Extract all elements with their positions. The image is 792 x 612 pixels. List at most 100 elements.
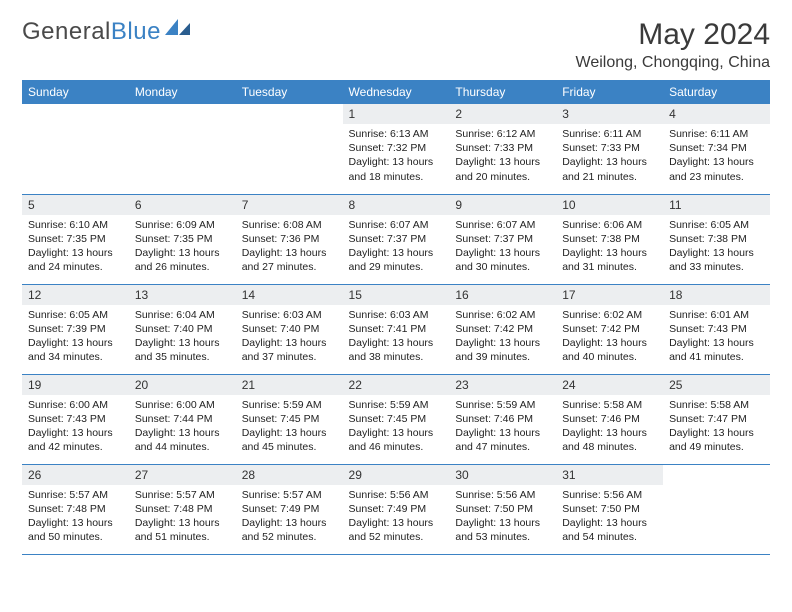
day-cell: 13Sunrise: 6:04 AMSunset: 7:40 PMDayligh…: [129, 284, 236, 374]
day-number: 21: [236, 375, 343, 395]
day-number: 8: [343, 195, 450, 215]
day-details: Sunrise: 6:06 AMSunset: 7:38 PMDaylight:…: [556, 215, 663, 281]
day-number: 20: [129, 375, 236, 395]
day-number: 3: [556, 104, 663, 124]
day-cell: 19Sunrise: 6:00 AMSunset: 7:43 PMDayligh…: [22, 374, 129, 464]
empty-cell: [129, 104, 236, 194]
day-number: 26: [22, 465, 129, 485]
day-details: Sunrise: 5:56 AMSunset: 7:50 PMDaylight:…: [556, 485, 663, 551]
day-details: Sunrise: 6:07 AMSunset: 7:37 PMDaylight:…: [449, 215, 556, 281]
day-cell: 9Sunrise: 6:07 AMSunset: 7:37 PMDaylight…: [449, 194, 556, 284]
day-cell: 28Sunrise: 5:57 AMSunset: 7:49 PMDayligh…: [236, 464, 343, 554]
month-title: May 2024: [576, 18, 771, 52]
day-number: 15: [343, 285, 450, 305]
location-subtitle: Weilong, Chongqing, China: [576, 54, 771, 72]
day-cell: 10Sunrise: 6:06 AMSunset: 7:38 PMDayligh…: [556, 194, 663, 284]
day-number: 23: [449, 375, 556, 395]
day-cell: 27Sunrise: 5:57 AMSunset: 7:48 PMDayligh…: [129, 464, 236, 554]
day-cell: 11Sunrise: 6:05 AMSunset: 7:38 PMDayligh…: [663, 194, 770, 284]
day-number: 18: [663, 285, 770, 305]
day-details: Sunrise: 6:10 AMSunset: 7:35 PMDaylight:…: [22, 215, 129, 281]
day-number: 19: [22, 375, 129, 395]
empty-cell: [22, 104, 129, 194]
day-cell: 8Sunrise: 6:07 AMSunset: 7:37 PMDaylight…: [343, 194, 450, 284]
day-cell: 24Sunrise: 5:58 AMSunset: 7:46 PMDayligh…: [556, 374, 663, 464]
day-number: 24: [556, 375, 663, 395]
day-details: Sunrise: 6:00 AMSunset: 7:43 PMDaylight:…: [22, 395, 129, 461]
day-details: Sunrise: 6:02 AMSunset: 7:42 PMDaylight:…: [449, 305, 556, 371]
day-cell: 23Sunrise: 5:59 AMSunset: 7:46 PMDayligh…: [449, 374, 556, 464]
day-details: Sunrise: 5:59 AMSunset: 7:46 PMDaylight:…: [449, 395, 556, 461]
dayname-header: Thursday: [449, 80, 556, 104]
day-number: 11: [663, 195, 770, 215]
week-row: 1Sunrise: 6:13 AMSunset: 7:32 PMDaylight…: [22, 104, 770, 194]
day-number: 10: [556, 195, 663, 215]
day-cell: 4Sunrise: 6:11 AMSunset: 7:34 PMDaylight…: [663, 104, 770, 194]
day-cell: 20Sunrise: 6:00 AMSunset: 7:44 PMDayligh…: [129, 374, 236, 464]
day-number: 1: [343, 104, 450, 124]
day-cell: 15Sunrise: 6:03 AMSunset: 7:41 PMDayligh…: [343, 284, 450, 374]
brand-part1: General: [22, 18, 111, 45]
day-number: 25: [663, 375, 770, 395]
day-cell: 5Sunrise: 6:10 AMSunset: 7:35 PMDaylight…: [22, 194, 129, 284]
day-details: Sunrise: 6:03 AMSunset: 7:40 PMDaylight:…: [236, 305, 343, 371]
dayname-header: Saturday: [663, 80, 770, 104]
title-block: May 2024 Weilong, Chongqing, China: [576, 18, 771, 72]
dayname-header: Friday: [556, 80, 663, 104]
brand-text: GeneralBlue: [22, 18, 161, 46]
dayname-header: Sunday: [22, 80, 129, 104]
day-details: Sunrise: 5:59 AMSunset: 7:45 PMDaylight:…: [236, 395, 343, 461]
day-number: 30: [449, 465, 556, 485]
day-cell: 30Sunrise: 5:56 AMSunset: 7:50 PMDayligh…: [449, 464, 556, 554]
day-details: Sunrise: 6:11 AMSunset: 7:33 PMDaylight:…: [556, 124, 663, 190]
day-cell: 29Sunrise: 5:56 AMSunset: 7:49 PMDayligh…: [343, 464, 450, 554]
day-cell: 16Sunrise: 6:02 AMSunset: 7:42 PMDayligh…: [449, 284, 556, 374]
day-details: Sunrise: 5:57 AMSunset: 7:49 PMDaylight:…: [236, 485, 343, 551]
dayname-header: Tuesday: [236, 80, 343, 104]
day-details: Sunrise: 5:59 AMSunset: 7:45 PMDaylight:…: [343, 395, 450, 461]
day-details: Sunrise: 6:13 AMSunset: 7:32 PMDaylight:…: [343, 124, 450, 190]
day-cell: 26Sunrise: 5:57 AMSunset: 7:48 PMDayligh…: [22, 464, 129, 554]
day-details: Sunrise: 6:01 AMSunset: 7:43 PMDaylight:…: [663, 305, 770, 371]
brand-part2: Blue: [111, 18, 161, 45]
day-cell: 2Sunrise: 6:12 AMSunset: 7:33 PMDaylight…: [449, 104, 556, 194]
day-number: 29: [343, 465, 450, 485]
empty-cell: [236, 104, 343, 194]
week-row: 12Sunrise: 6:05 AMSunset: 7:39 PMDayligh…: [22, 284, 770, 374]
day-details: Sunrise: 6:04 AMSunset: 7:40 PMDaylight:…: [129, 305, 236, 371]
day-number: 27: [129, 465, 236, 485]
brand-logo: GeneralBlue: [22, 18, 191, 46]
day-details: Sunrise: 6:05 AMSunset: 7:39 PMDaylight:…: [22, 305, 129, 371]
day-details: Sunrise: 6:07 AMSunset: 7:37 PMDaylight:…: [343, 215, 450, 281]
day-cell: 7Sunrise: 6:08 AMSunset: 7:36 PMDaylight…: [236, 194, 343, 284]
day-cell: 3Sunrise: 6:11 AMSunset: 7:33 PMDaylight…: [556, 104, 663, 194]
day-cell: 22Sunrise: 5:59 AMSunset: 7:45 PMDayligh…: [343, 374, 450, 464]
day-number: 4: [663, 104, 770, 124]
day-number: 7: [236, 195, 343, 215]
day-details: Sunrise: 6:05 AMSunset: 7:38 PMDaylight:…: [663, 215, 770, 281]
day-details: Sunrise: 5:58 AMSunset: 7:46 PMDaylight:…: [556, 395, 663, 461]
day-cell: 21Sunrise: 5:59 AMSunset: 7:45 PMDayligh…: [236, 374, 343, 464]
day-cell: 1Sunrise: 6:13 AMSunset: 7:32 PMDaylight…: [343, 104, 450, 194]
dayname-row: SundayMondayTuesdayWednesdayThursdayFrid…: [22, 80, 770, 104]
dayname-header: Monday: [129, 80, 236, 104]
day-details: Sunrise: 5:56 AMSunset: 7:49 PMDaylight:…: [343, 485, 450, 551]
day-details: Sunrise: 5:58 AMSunset: 7:47 PMDaylight:…: [663, 395, 770, 461]
sail-icon: [165, 17, 191, 42]
day-number: 17: [556, 285, 663, 305]
day-number: 9: [449, 195, 556, 215]
day-details: Sunrise: 5:57 AMSunset: 7:48 PMDaylight:…: [22, 485, 129, 551]
day-details: Sunrise: 6:09 AMSunset: 7:35 PMDaylight:…: [129, 215, 236, 281]
day-number: 14: [236, 285, 343, 305]
day-details: Sunrise: 6:11 AMSunset: 7:34 PMDaylight:…: [663, 124, 770, 190]
day-details: Sunrise: 6:02 AMSunset: 7:42 PMDaylight:…: [556, 305, 663, 371]
day-details: Sunrise: 6:00 AMSunset: 7:44 PMDaylight:…: [129, 395, 236, 461]
calendar-table: SundayMondayTuesdayWednesdayThursdayFrid…: [22, 80, 770, 555]
week-row: 26Sunrise: 5:57 AMSunset: 7:48 PMDayligh…: [22, 464, 770, 554]
day-details: Sunrise: 6:08 AMSunset: 7:36 PMDaylight:…: [236, 215, 343, 281]
day-cell: 12Sunrise: 6:05 AMSunset: 7:39 PMDayligh…: [22, 284, 129, 374]
week-row: 19Sunrise: 6:00 AMSunset: 7:43 PMDayligh…: [22, 374, 770, 464]
day-number: 22: [343, 375, 450, 395]
day-number: 28: [236, 465, 343, 485]
day-number: 13: [129, 285, 236, 305]
